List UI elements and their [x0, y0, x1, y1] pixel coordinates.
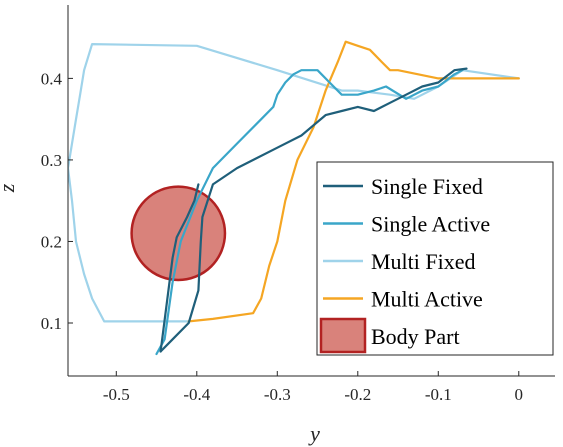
series-layer	[68, 40, 520, 356]
series-line-multi-active	[187, 40, 520, 323]
legend-label: Multi Active	[371, 287, 483, 312]
series-line-multi-fixed	[68, 43, 520, 323]
y-tick-label: 0.1	[41, 314, 62, 333]
x-tick-label: -0.5	[103, 385, 130, 404]
y-tick-label: 0.4	[41, 69, 63, 88]
y-axis-label: z	[0, 183, 19, 193]
y-tick-label: 0.3	[41, 151, 62, 170]
y-tick-label: 0.2	[41, 232, 62, 251]
axes: -0.5 -0.4 -0.3 -0.2 -0.1 0 0.1 0.2 0.3 0.4	[41, 5, 555, 404]
legend: Single Fixed Single Active Multi Fixed Mult…	[316, 161, 554, 356]
x-tick-label: -0.1	[425, 385, 452, 404]
series-line-single-fixed	[159, 67, 468, 353]
legend-label: Multi Fixed	[371, 249, 476, 274]
x-tick-label: -0.3	[264, 385, 291, 404]
x-tick-label: -0.4	[183, 385, 210, 404]
legend-swatch-body-part	[319, 317, 367, 354]
legend-label: Single Fixed	[371, 174, 483, 199]
x-tick-label: -0.2	[344, 385, 371, 404]
x-axis-label: y	[308, 421, 320, 446]
x-tick-label: 0	[515, 385, 524, 404]
legend-label: Body Part	[371, 324, 460, 349]
series-line-single-fixed-overlay	[159, 183, 200, 353]
series-line-single-active	[155, 69, 464, 356]
legend-label: Single Active	[371, 212, 490, 237]
